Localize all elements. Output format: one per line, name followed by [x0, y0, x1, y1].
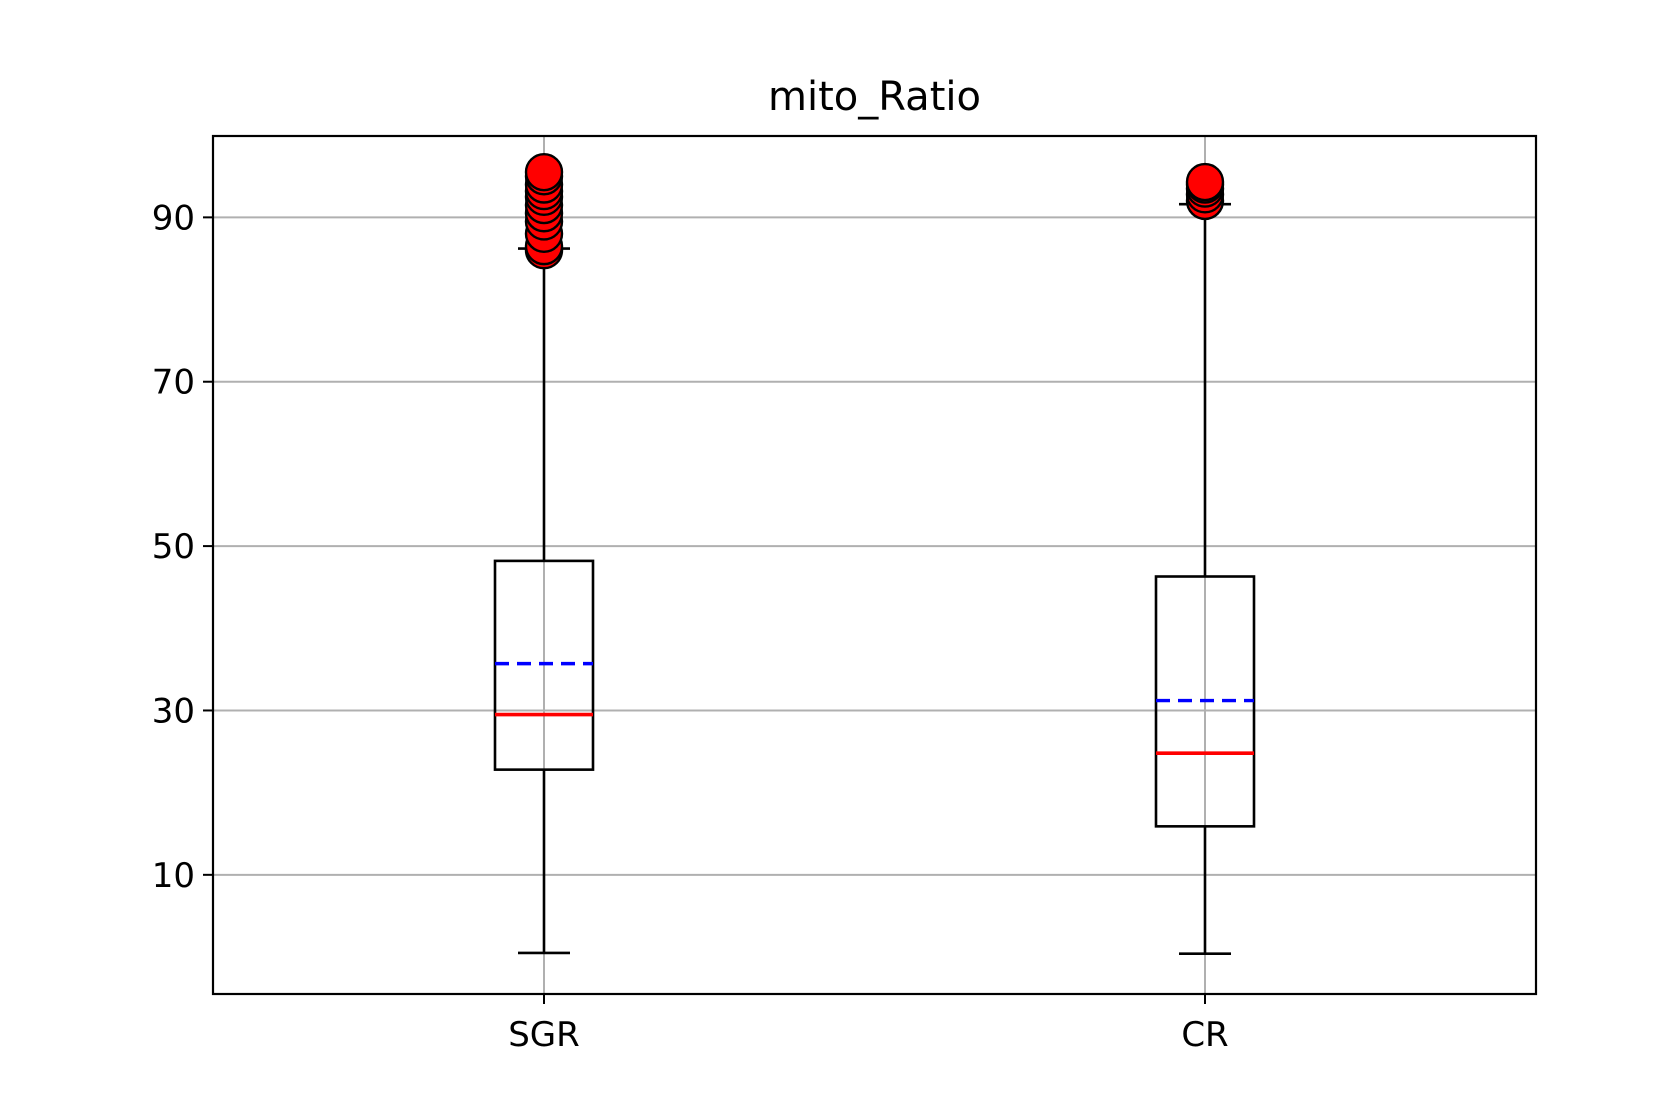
box-group-sgr: [493, 152, 595, 955]
chart-title: mito_Ratio: [768, 74, 981, 120]
axes-frame: [211, 134, 1538, 996]
y-tick-label: 10: [152, 856, 195, 896]
y-tick-label: 50: [152, 527, 195, 567]
plot-layer: [493, 152, 1256, 956]
box-group-cr: [1154, 162, 1256, 956]
outlier-point-sgr: [524, 152, 564, 192]
y-tick-label: 70: [152, 363, 195, 403]
y-tick-label: 90: [152, 198, 195, 238]
y-tick-label: 30: [152, 691, 195, 731]
x-tick-label-sgr: SGR: [508, 1015, 580, 1055]
outlier-point-cr: [1185, 162, 1225, 202]
tick-layer: 10 30 50 70 90 SGR CR: [152, 198, 1229, 1055]
x-tick-label-cr: CR: [1181, 1015, 1228, 1055]
